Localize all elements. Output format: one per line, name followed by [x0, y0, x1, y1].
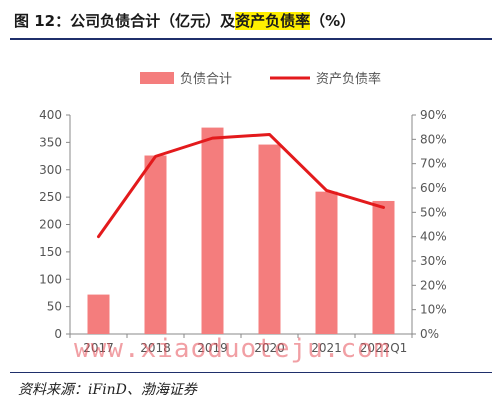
y-right-tick-label: 70% [420, 157, 447, 171]
y-right-tick-label: 50% [420, 205, 447, 219]
chart-area: 0 50 100 150 200 250 300 350 400 0% 10% 20% 30% 40% 50… [0, 40, 500, 370]
y-right-tick-label: 80% [420, 132, 447, 146]
y-left-tick-label: 350 [39, 135, 62, 149]
bar [372, 200, 395, 334]
x-tick-label: 2019 [197, 341, 228, 355]
legend-label-bar: 负债合计 [180, 72, 232, 87]
x-tick-label: 2021 [311, 341, 342, 355]
y-right-tick-label: 30% [420, 254, 447, 268]
y-left-tick-label: 250 [39, 190, 62, 204]
source-note: 资料来源：iFinD、渤海证券 [18, 382, 197, 398]
combo-chart: 0 50 100 150 200 250 300 350 400 0% 10% 20% 30% 40% 50… [39, 71, 447, 355]
y-left-tick-label: 0 [54, 327, 62, 341]
y-left-tick-label: 100 [39, 272, 62, 286]
chart-title: 图 12：公司负债合计（亿元）及资产负债率（%） [14, 10, 355, 31]
legend-label-line: 资产负债率 [316, 71, 381, 87]
source-bar: 资料来源：iFinD、渤海证券 [10, 372, 492, 403]
y-left-tick-label: 200 [39, 218, 62, 232]
title-bar: 图 12：公司负债合计（亿元）及资产负债率（%） [10, 4, 492, 40]
y-left-tick-label: 400 [39, 108, 62, 122]
bar [315, 191, 338, 334]
title-main: 图 12：公司负债合计（亿元）及 [14, 12, 236, 30]
y-right-tick-label: 90% [420, 108, 447, 122]
y-left-tick-label: 300 [39, 163, 62, 177]
y-right-tick-label: 0% [420, 327, 439, 341]
bar [201, 127, 224, 334]
bar [144, 155, 167, 334]
y-right-tick-label: 40% [420, 230, 447, 244]
legend-swatch-bar [140, 72, 174, 84]
y-right-tick-label: 20% [420, 278, 447, 292]
y-right-tick-label: 10% [420, 303, 447, 317]
y-left-tick-label: 50 [47, 300, 62, 314]
line-series [97, 132, 385, 239]
x-tick-label: 2018 [140, 341, 171, 355]
x-tick-label: 2020 [254, 341, 285, 355]
bar [87, 294, 110, 334]
title-tail: （%） [310, 12, 356, 30]
title-highlight: 资产负债率 [235, 12, 311, 30]
x-tick-label: 2022Q1 [360, 341, 408, 355]
x-tick-label: 2017 [83, 341, 114, 355]
bar [258, 144, 281, 334]
y-right-tick-label: 60% [420, 181, 447, 195]
y-left-tick-label: 150 [39, 245, 62, 259]
